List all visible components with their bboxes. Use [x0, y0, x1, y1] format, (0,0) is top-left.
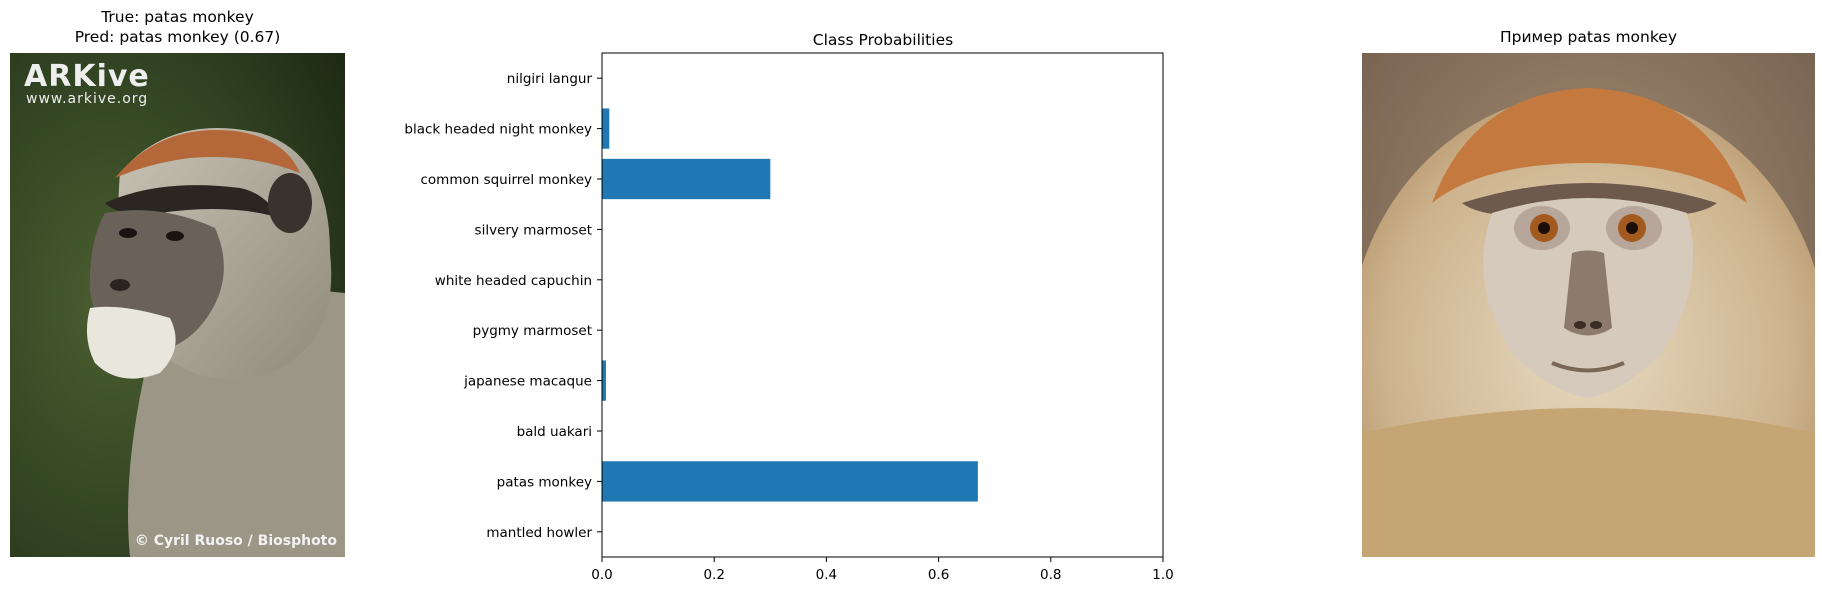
photo-credit: © Cyril Ruoso / Biosphoto [134, 533, 337, 549]
left-title-pred: Pred: patas monkey (0.67) [74, 28, 281, 46]
y-tick-label: silvery marmoset [475, 222, 592, 238]
left-title-true: True: patas monkey [101, 8, 254, 26]
example-image [1362, 53, 1815, 557]
x-tick-label: 0.8 [1040, 567, 1061, 583]
query-image: ARKive www.arkive.org © Cyril Ruoso / Bi… [10, 53, 345, 557]
x-tick-labels: 0.0 0.2 0.4 0.6 0.8 1.0 [591, 557, 1174, 583]
y-tick-label: patas monkey [497, 474, 592, 490]
y-tick-labels: mantled howler patas monkey bald uakari jap… [404, 71, 602, 541]
bar-japanese-macaque [602, 360, 606, 401]
x-tick-label: 0.6 [928, 567, 949, 583]
arkive-logo: ARKive [24, 59, 150, 94]
y-tick-label: common squirrel monkey [420, 172, 592, 188]
y-tick-label: bald uakari [517, 424, 592, 440]
bar-patas-monkey [602, 461, 978, 502]
x-tick-label: 0.2 [703, 567, 724, 583]
bar-common-squirrel-monkey [602, 158, 771, 200]
y-tick-label: nilgiri langur [507, 71, 593, 87]
query-image-photo [10, 53, 345, 557]
plot-frame [601, 52, 1164, 558]
example-image-photo [1362, 53, 1815, 557]
y-tick-label: white headed capuchin [435, 273, 592, 289]
right-title: Пример patas monkey [1499, 28, 1678, 46]
y-tick-label: mantled howler [486, 525, 592, 541]
arkive-url: www.arkive.org [26, 91, 149, 107]
chart-title: Class Probabilities [813, 31, 953, 49]
bar-black-headed-night-monkey [602, 108, 610, 149]
x-tick-label: 0.4 [816, 567, 837, 583]
x-tick-label: 0.0 [591, 567, 612, 583]
y-tick-label: pygmy marmoset [473, 323, 592, 339]
bars-group [602, 108, 978, 502]
x-tick-label: 1.0 [1152, 567, 1173, 583]
y-tick-label: black headed night monkey [404, 122, 592, 138]
y-tick-label: japanese macaque [463, 374, 592, 390]
